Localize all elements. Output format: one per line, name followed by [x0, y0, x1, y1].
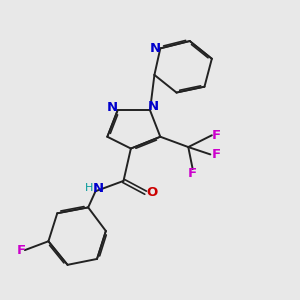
Text: F: F	[212, 129, 221, 142]
Text: F: F	[17, 244, 26, 256]
Text: N: N	[148, 100, 159, 113]
Text: F: F	[188, 167, 197, 180]
Text: H: H	[85, 183, 93, 193]
Text: N: N	[107, 101, 118, 114]
Text: N: N	[93, 182, 104, 195]
Text: N: N	[149, 42, 161, 55]
Text: O: O	[146, 186, 158, 199]
Text: F: F	[212, 148, 221, 161]
